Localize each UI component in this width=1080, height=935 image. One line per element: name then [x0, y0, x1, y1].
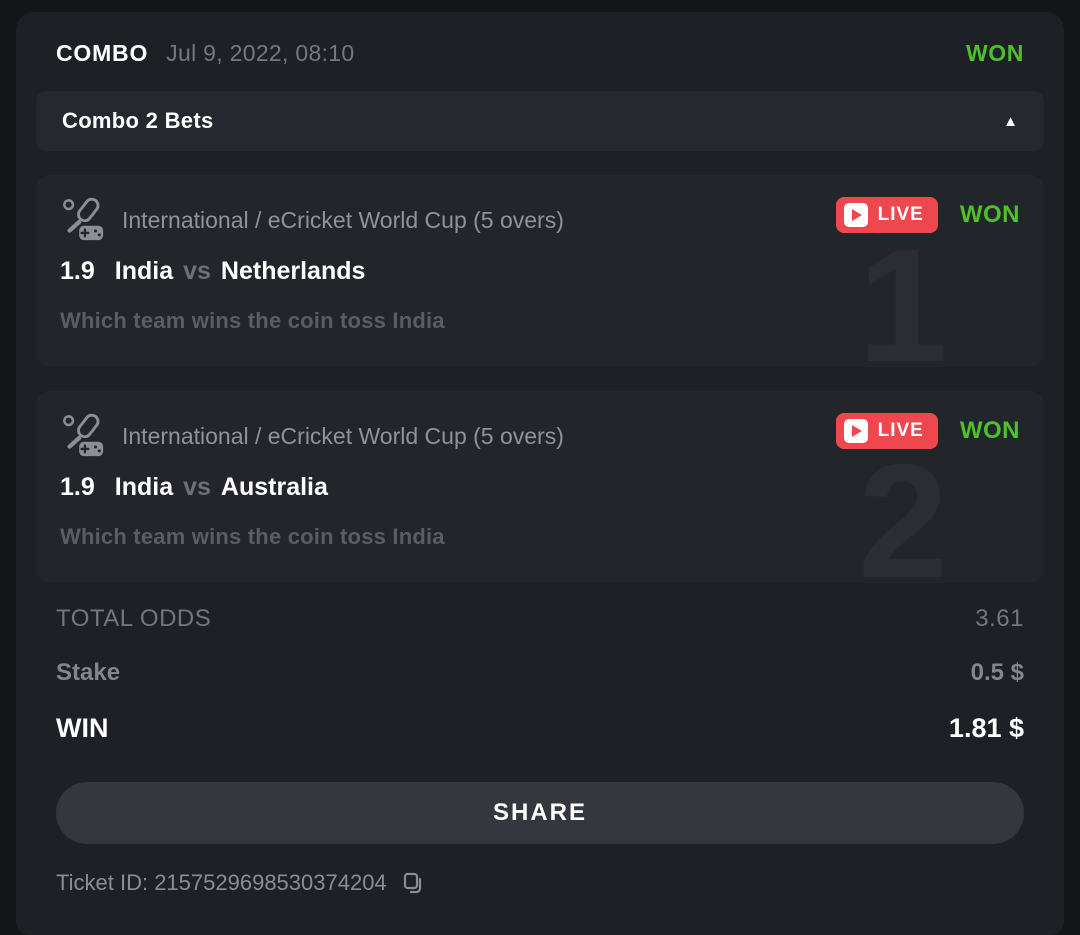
- league-label: International / eCricket World Cup (5 ov…: [122, 206, 564, 233]
- total-odds-row: TOTAL ODDS 3.61: [56, 605, 1024, 633]
- win-value: 1.81 $: [948, 713, 1024, 743]
- market-label: Which team wins the coin toss India: [60, 524, 445, 549]
- home-team: India: [114, 473, 174, 501]
- ticket-header: COMBO Jul 9, 2022, 08:10 WON: [16, 12, 1064, 91]
- ecricket-icon: [63, 197, 104, 241]
- bet-type-label: COMBO: [56, 40, 149, 66]
- bet-number-watermark: 1: [857, 215, 948, 368]
- odds-value: 1.9: [60, 473, 95, 501]
- stake-row: Stake 0.5 $: [56, 659, 1024, 687]
- stake-label: Stake: [56, 659, 121, 686]
- combo-bets-toggle[interactable]: Combo 2 Bets ▲: [36, 91, 1044, 151]
- ticket-id-label: Ticket ID: 2157529698530374204: [56, 870, 387, 895]
- combo-bets-label: Combo 2 Bets: [62, 108, 214, 133]
- ticket-id-row: Ticket ID: 2157529698530374204: [56, 870, 1024, 896]
- league-row: International / eCricket World Cup (5 ov…: [60, 197, 1020, 243]
- bet-number-watermark: 2: [857, 431, 948, 584]
- bet-card-2: 2 International / eCricket World Cup (5 …: [36, 391, 1044, 583]
- bet-status-badge: WON: [959, 201, 1020, 228]
- bet-datetime: Jul 9, 2022, 08:10: [166, 40, 355, 66]
- live-badge[interactable]: LIVE: [835, 197, 938, 233]
- ticket-status-badge: WON: [965, 40, 1024, 66]
- share-button[interactable]: SHARE: [56, 782, 1024, 844]
- market-label: Which team wins the coin toss India: [60, 308, 445, 333]
- total-odds-label: TOTAL ODDS: [56, 605, 212, 632]
- chevron-up-icon[interactable]: ▲: [1003, 112, 1018, 130]
- home-team: India: [114, 257, 174, 285]
- away-team: Netherlands: [220, 257, 366, 285]
- league-label: International / eCricket World Cup (5 ov…: [122, 422, 564, 449]
- live-label: LIVE: [877, 204, 924, 225]
- selection-row: 1.9 India vs Australia: [60, 473, 1020, 502]
- play-icon: [843, 419, 868, 443]
- bet-card-1: 1 International / eCricket World Cup (5 …: [36, 175, 1044, 367]
- odds-value: 1.9: [60, 257, 95, 285]
- live-label: LIVE: [877, 420, 924, 441]
- ecricket-icon: [63, 413, 104, 457]
- bet-status-badge: WON: [959, 417, 1020, 444]
- league-row: International / eCricket World Cup (5 ov…: [60, 413, 1020, 459]
- vs-label: vs: [183, 473, 211, 501]
- total-odds-value: 3.61: [975, 605, 1024, 632]
- copy-icon[interactable]: [401, 871, 425, 895]
- win-label: WIN: [56, 713, 109, 743]
- live-badge[interactable]: LIVE: [835, 413, 938, 449]
- bet-ticket-panel: COMBO Jul 9, 2022, 08:10 WON Combo 2 Bet…: [16, 12, 1064, 935]
- vs-label: vs: [183, 257, 211, 285]
- win-row: WIN 1.81 $: [56, 713, 1024, 744]
- away-team: Australia: [220, 473, 328, 501]
- stake-value: 0.5 $: [970, 659, 1024, 686]
- selection-row: 1.9 India vs Netherlands: [60, 257, 1020, 286]
- play-icon: [843, 203, 868, 227]
